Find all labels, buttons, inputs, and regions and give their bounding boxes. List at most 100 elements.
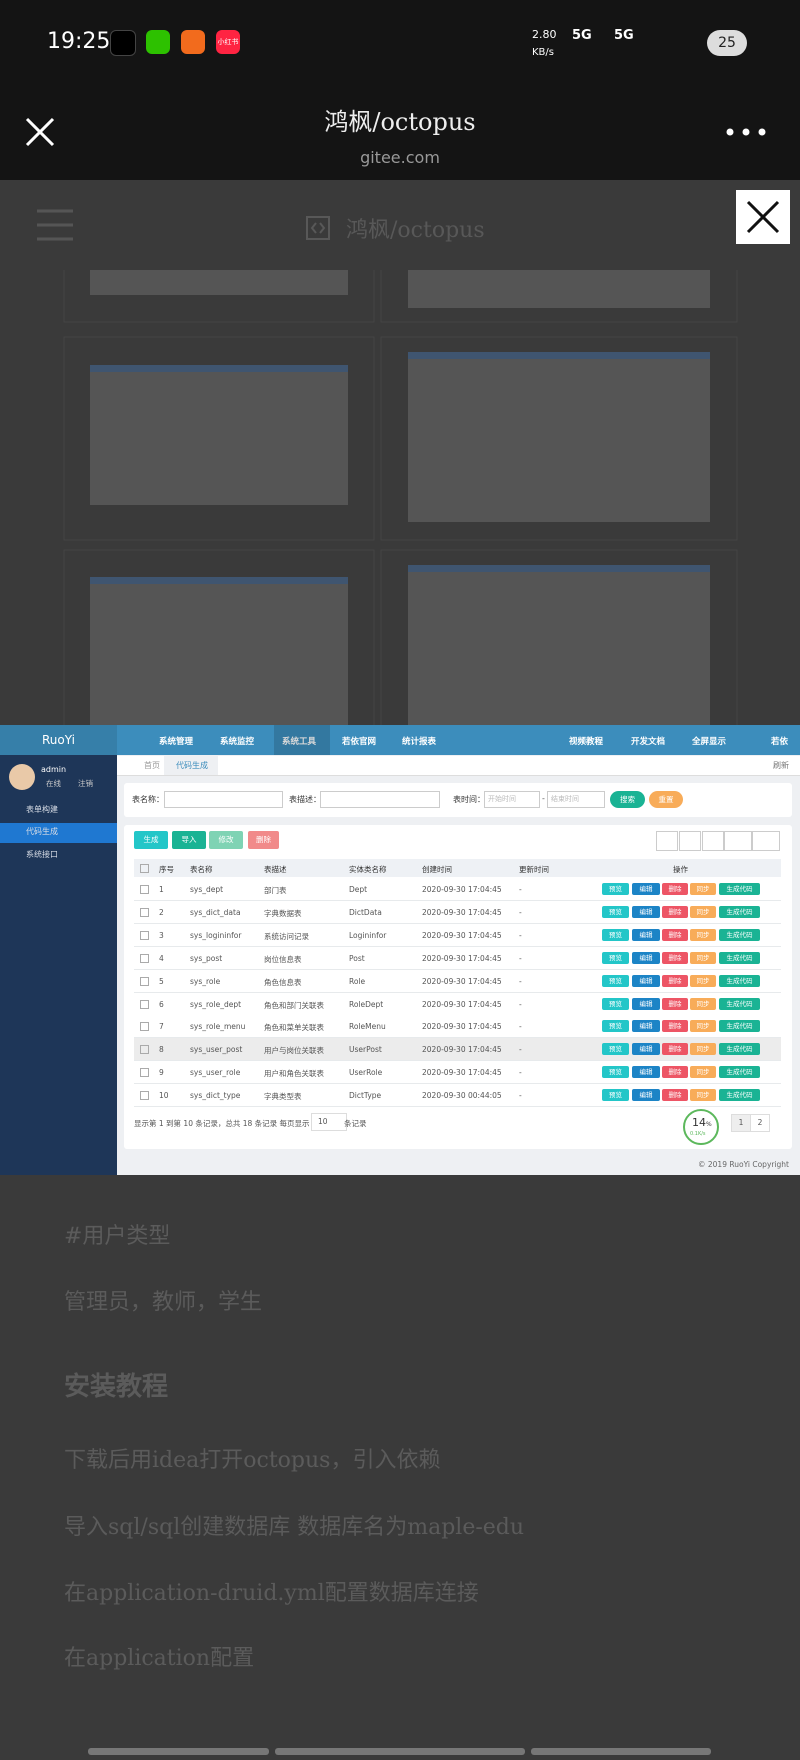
page-link[interactable]: 1	[731, 1114, 751, 1132]
checkbox[interactable]	[140, 976, 149, 986]
menu-icon[interactable]	[37, 208, 73, 242]
nav-item[interactable]: 若依官网	[342, 737, 377, 747]
close-icon[interactable]	[24, 116, 56, 148]
menu-item[interactable]: 表单构建	[26, 805, 58, 814]
tab[interactable]: 首页	[144, 761, 160, 770]
action-button[interactable]: 生成代码	[719, 928, 760, 941]
toolbar-button[interactable]: 生成	[134, 831, 168, 849]
action-button[interactable]: 同步	[690, 883, 716, 895]
page-link[interactable]: 2	[750, 1114, 770, 1132]
tool-icon[interactable]	[724, 831, 752, 851]
refresh[interactable]: 刷新	[773, 761, 789, 770]
checkbox[interactable]	[140, 885, 149, 894]
checkbox[interactable]	[140, 907, 149, 917]
action-button[interactable]: 预览	[602, 997, 629, 1010]
date-input[interactable]: 结束时间	[547, 791, 605, 808]
action-button[interactable]: 同步	[690, 974, 716, 987]
action-button[interactable]: 删除	[662, 997, 688, 1010]
action-button[interactable]: 同步	[690, 1066, 716, 1079]
action-button[interactable]: 同步	[690, 1043, 716, 1056]
action-button[interactable]: 删除	[662, 951, 688, 964]
tab-active[interactable]: 代码生成	[164, 756, 218, 775]
more-icon[interactable]	[724, 126, 768, 138]
action-button[interactable]: 同步	[690, 1020, 716, 1033]
reset-button[interactable]: 重置	[649, 791, 683, 808]
action-button[interactable]: 编辑	[632, 1089, 660, 1102]
action-button[interactable]: 生成代码	[719, 883, 760, 895]
action-button[interactable]: 删除	[662, 1043, 688, 1056]
action-button[interactable]: 同步	[690, 905, 716, 918]
action-button[interactable]: 同步	[690, 928, 716, 941]
action-button[interactable]: 生成代码	[719, 951, 760, 964]
action-button[interactable]: 生成代码	[719, 1089, 760, 1102]
toolbar-button[interactable]: 修改	[209, 831, 243, 849]
action-button[interactable]: 删除	[662, 1089, 688, 1102]
close-button[interactable]	[736, 190, 790, 244]
action-button[interactable]: 预览	[602, 974, 629, 987]
checkbox[interactable]	[140, 999, 149, 1009]
action-button[interactable]: 生成代码	[719, 1020, 760, 1033]
action-button[interactable]: 同步	[690, 951, 716, 964]
tool-icon[interactable]	[702, 831, 724, 851]
toolbar-button[interactable]: 删除	[248, 831, 279, 849]
action-button[interactable]: 删除	[662, 928, 688, 941]
action-button[interactable]: 删除	[662, 1020, 688, 1033]
action-button[interactable]: 编辑	[632, 883, 660, 895]
action-button[interactable]: 生成代码	[719, 974, 760, 987]
action-button[interactable]: 删除	[662, 905, 688, 918]
nav-item[interactable]: 开发文档	[631, 737, 666, 747]
action-button[interactable]: 生成代码	[719, 905, 760, 918]
action-button[interactable]: 生成代码	[719, 997, 760, 1010]
action-button[interactable]: 同步	[690, 997, 716, 1010]
user-logout[interactable]: 注销	[78, 779, 93, 788]
search-button[interactable]: 搜索	[610, 791, 645, 808]
action-button[interactable]: 预览	[602, 1066, 629, 1079]
nav-item[interactable]: 视频教程	[569, 737, 604, 747]
checkbox[interactable]	[140, 1091, 149, 1101]
nav-item[interactable]: 全屏显示	[692, 737, 727, 747]
action-button[interactable]: 编辑	[632, 1066, 660, 1079]
action-button[interactable]: 预览	[602, 951, 629, 964]
checkbox[interactable]	[140, 1022, 149, 1032]
column-header: 操作	[673, 865, 688, 874]
menu-item[interactable]: 系统接口	[26, 850, 58, 859]
action-button[interactable]: 预览	[602, 1089, 629, 1102]
checkbox[interactable]	[140, 864, 149, 873]
nav-item[interactable]: 系统监控	[220, 737, 255, 747]
nav-item[interactable]: 若依	[771, 737, 789, 747]
table-cell: 2020-09-30 17:04:45	[422, 1068, 502, 1078]
action-button[interactable]: 预览	[602, 905, 629, 918]
action-button[interactable]: 编辑	[632, 974, 660, 987]
checkbox[interactable]	[140, 1068, 149, 1078]
action-button[interactable]: 编辑	[632, 951, 660, 964]
nav-item[interactable]: 系统管理	[159, 737, 194, 747]
action-button[interactable]: 编辑	[632, 905, 660, 918]
action-button[interactable]: 删除	[662, 1066, 688, 1079]
date-input[interactable]: 开始时间	[484, 791, 540, 808]
nav-item[interactable]: 统计报表	[402, 737, 437, 747]
nav-item[interactable]: 系统工具	[282, 737, 317, 747]
action-button[interactable]: 同步	[690, 1089, 716, 1102]
tool-icon[interactable]	[679, 831, 701, 851]
toolbar-button[interactable]: 导入	[172, 831, 206, 849]
action-button[interactable]: 生成代码	[719, 1043, 760, 1056]
net-speed-unit: KB/s	[532, 47, 554, 58]
action-button[interactable]: 预览	[602, 883, 629, 895]
action-button[interactable]: 编辑	[632, 928, 660, 941]
tool-icon[interactable]	[656, 831, 678, 851]
checkbox[interactable]	[140, 953, 149, 963]
page-size[interactable]: 10	[311, 1113, 347, 1131]
action-button[interactable]: 预览	[602, 1043, 629, 1056]
action-button[interactable]: 编辑	[632, 997, 660, 1010]
tool-icon[interactable]	[752, 831, 780, 851]
checkbox[interactable]	[140, 1045, 149, 1055]
action-button[interactable]: 生成代码	[719, 1066, 760, 1079]
action-button[interactable]: 预览	[602, 1020, 629, 1033]
action-button[interactable]: 删除	[662, 974, 688, 987]
action-button[interactable]: 编辑	[632, 1043, 660, 1056]
menu-item[interactable]: 代码生成	[26, 827, 58, 836]
action-button[interactable]: 编辑	[632, 1020, 660, 1033]
action-button[interactable]: 预览	[602, 928, 629, 941]
checkbox[interactable]	[140, 930, 149, 940]
action-button[interactable]: 删除	[662, 883, 688, 895]
